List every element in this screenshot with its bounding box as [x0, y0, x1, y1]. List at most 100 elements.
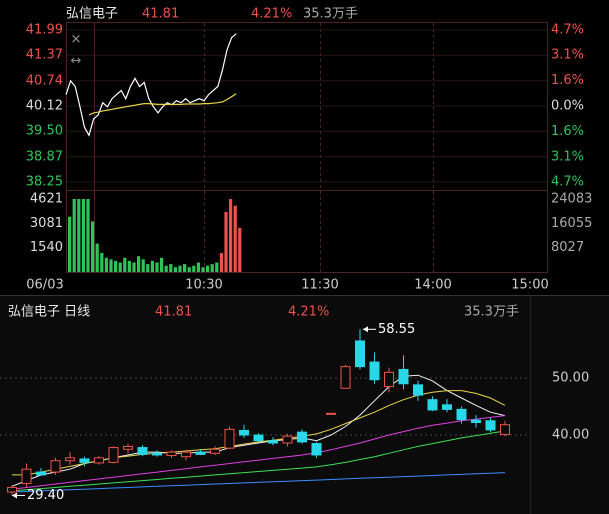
candle-body [152, 452, 162, 456]
daily-header-change: 4.21% [288, 305, 329, 320]
volume-bar [118, 262, 122, 272]
header-volume: 35.3万手 [303, 7, 358, 22]
header-change: 4.21% [251, 7, 292, 22]
candle-body [471, 419, 481, 423]
volume-bar [132, 262, 136, 272]
candle-body [282, 435, 293, 444]
y-tick-label: 40.74 [26, 73, 63, 88]
y2-tick-label: 1.6% [551, 73, 584, 88]
volume-bar [150, 260, 154, 272]
intraday-frame [66, 22, 548, 273]
candle-body [355, 340, 365, 368]
candle-body [65, 457, 75, 462]
candle-body [384, 371, 394, 388]
volume-bar [224, 211, 228, 272]
time-label: 14:00 [414, 278, 451, 293]
volume-bar [233, 205, 237, 272]
volume-bar [187, 267, 191, 272]
candle-body [79, 458, 90, 463]
header-name: 弘信电子 [66, 7, 118, 22]
y-tick-label: 41.99 [26, 23, 63, 38]
volume-bar [100, 253, 104, 272]
volume-bar [77, 199, 81, 272]
min-arrowhead [12, 492, 17, 499]
y2-tick-label: 3.1% [551, 149, 584, 164]
volume-bar [104, 257, 108, 272]
y-tick-label: 38.25 [26, 175, 63, 190]
candle-body [442, 404, 452, 410]
volume-tick-label: 4621 [30, 192, 63, 207]
close-icon[interactable]: ✕ [71, 33, 82, 48]
volume-bar [173, 267, 177, 272]
candle-body [108, 447, 119, 463]
volume-bar [109, 259, 113, 272]
candle-body [36, 471, 46, 476]
volume-bar [91, 221, 95, 272]
candle-body [311, 443, 322, 456]
y-tick-label: 41.37 [26, 48, 63, 63]
volume-bar [127, 260, 131, 272]
candle-body [224, 428, 235, 449]
price-line [65, 33, 237, 137]
y-tick-label: 50.00 [552, 371, 589, 386]
candle-body [427, 399, 438, 411]
y2-tick-label: 4.7% [551, 175, 584, 190]
volume-bar [238, 227, 242, 272]
price-line [88, 93, 237, 116]
candle-body [456, 408, 467, 421]
daily-header-price: 41.81 [155, 305, 192, 320]
y-tick-label: 39.50 [26, 124, 63, 139]
max-label: 58.55 [378, 322, 415, 337]
volume-y2-tick-label: 16055 [551, 216, 592, 231]
candle-body [137, 447, 148, 455]
y-tick-label: 40.00 [552, 428, 589, 443]
volume-bar [219, 253, 223, 272]
candle-body [340, 366, 351, 389]
moving-average [11, 472, 506, 493]
volume-bar [137, 256, 141, 272]
y2-tick-label: 0.0% [551, 99, 584, 114]
candle-body [50, 460, 61, 473]
volume-tick-label: 3081 [30, 216, 63, 231]
volume-bar [95, 243, 99, 272]
volume-bar [123, 257, 127, 272]
candle-body [195, 451, 206, 455]
candle-body [413, 384, 423, 396]
candle-body [239, 429, 249, 436]
y-tick-label: 38.87 [26, 149, 63, 164]
time-label: 15:00 [511, 278, 548, 293]
moving-average [11, 430, 506, 492]
volume-bar [114, 260, 118, 272]
volume-bar [81, 199, 85, 272]
candle-body [123, 445, 133, 450]
candle-body [253, 434, 264, 442]
candle-body [500, 424, 510, 435]
volume-y2-tick-label: 8027 [551, 240, 584, 255]
volume-bar [146, 264, 150, 272]
candle-body [181, 451, 191, 458]
volume-tick-label: 1540 [30, 240, 63, 255]
time-label: 06/03 [26, 278, 63, 293]
resize-icon[interactable]: ↔ [71, 54, 82, 69]
daily-header-volume: 35.3万手 [464, 305, 519, 320]
candle-body [268, 440, 278, 444]
moving-average [11, 415, 506, 490]
volume-bar [210, 264, 214, 272]
candle-body [485, 420, 496, 431]
volume-bar [192, 265, 196, 272]
volume-bar [169, 264, 173, 272]
volume-bar [160, 257, 164, 272]
daily-header-name: 弘信电子 日线 [8, 305, 90, 320]
volume-bar [206, 265, 210, 272]
volume-bar [155, 262, 159, 272]
volume-bar [164, 265, 168, 272]
min-label: 29.40 [27, 488, 64, 503]
time-label: 10:30 [185, 278, 222, 293]
time-label: 11:30 [301, 278, 338, 293]
candle-body [210, 448, 220, 454]
candle-body [7, 486, 17, 493]
header-price: 41.81 [142, 7, 179, 22]
max-arrowhead [363, 326, 368, 333]
